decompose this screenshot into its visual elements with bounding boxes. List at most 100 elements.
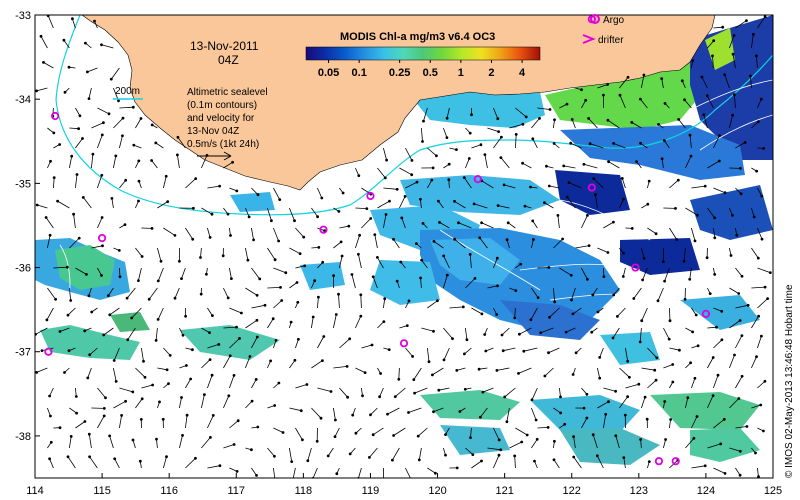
velocity-vector-head — [320, 196, 324, 200]
velocity-vector — [530, 307, 538, 320]
velocity-vector-head — [230, 277, 233, 280]
velocity-vector-head — [755, 169, 758, 173]
velocity-vector — [311, 207, 318, 217]
velocity-vector-head — [184, 314, 188, 318]
lon-tick-label: 118 — [295, 485, 313, 497]
velocity-vector — [619, 95, 626, 109]
velocity-vector — [669, 419, 671, 429]
velocity-vector-head — [108, 434, 111, 438]
velocity-vector — [207, 344, 219, 349]
velocity-vector-head — [713, 236, 717, 240]
lat-tick-label: -33 — [15, 10, 31, 22]
velocity-vector — [707, 40, 715, 49]
velocity-vector — [47, 15, 54, 29]
velocity-vector — [405, 147, 413, 161]
scale-arrow — [197, 151, 232, 161]
velocity-vector-head — [711, 54, 714, 58]
velocity-vector-head — [640, 319, 644, 323]
velocity-vector — [757, 227, 763, 240]
velocity-vector-head — [692, 436, 696, 440]
velocity-vector — [493, 455, 500, 469]
velocity-vector — [398, 367, 400, 380]
velocity-vector-head — [101, 244, 104, 248]
velocity-vector-head — [139, 117, 143, 120]
velocity-vector — [537, 267, 549, 269]
velocity-vector — [757, 467, 759, 477]
velocity-vector-head — [483, 153, 487, 157]
velocity-vector — [757, 298, 768, 309]
velocity-vector-head — [348, 452, 352, 456]
velocity-vector-head — [192, 206, 195, 210]
velocity-vector-head — [235, 189, 239, 193]
velocity-vector-head — [357, 174, 361, 178]
velocity-vector-head — [735, 233, 739, 237]
velocity-vector-head — [132, 143, 136, 147]
velocity-vector — [751, 356, 757, 369]
velocity-vector-head — [503, 395, 507, 399]
velocity-vector — [97, 175, 103, 189]
velocity-vector-head — [273, 404, 277, 407]
lon-tick-label: 123 — [630, 485, 648, 497]
velocity-vector-head — [121, 116, 125, 120]
velocity-vector-head — [62, 38, 66, 42]
velocity-vector-head — [675, 238, 679, 241]
colorbar — [305, 46, 541, 61]
velocity-vector — [223, 395, 230, 409]
velocity-vector-head — [763, 15, 767, 18]
velocity-vector-head — [660, 157, 664, 161]
velocity-vector — [75, 267, 87, 275]
velocity-vector-head — [591, 293, 595, 297]
velocity-vector-head — [48, 233, 52, 237]
drifter-legend-icon — [582, 34, 596, 44]
velocity-vector — [473, 203, 488, 209]
velocity-vector-head — [88, 353, 92, 357]
velocity-vector — [515, 107, 527, 118]
velocity-vector-head — [77, 127, 80, 131]
velocity-vector-head — [384, 213, 388, 216]
velocity-vector — [691, 227, 696, 242]
velocity-vector — [273, 227, 279, 242]
velocity-vector — [333, 366, 348, 369]
velocity-vector-head — [749, 74, 752, 78]
velocity-vector — [713, 418, 725, 429]
velocity-vector-head — [731, 213, 734, 217]
velocity-vector-head — [290, 460, 294, 463]
velocity-vector-head — [432, 410, 435, 414]
velocity-vector — [245, 400, 253, 409]
velocity-vector-head — [102, 333, 106, 337]
velocity-vector-head — [208, 236, 212, 239]
velocity-vector-head — [66, 313, 70, 317]
velocity-vector — [49, 458, 54, 469]
velocity-vector — [399, 167, 412, 176]
velocity-vector-head — [69, 299, 73, 302]
velocity-vector-head — [178, 259, 181, 263]
velocity-vector-head — [547, 266, 551, 269]
velocity-vector — [639, 327, 642, 342]
velocity-vector — [619, 77, 629, 89]
velocity-vector — [549, 307, 560, 318]
velocity-vector-head — [370, 343, 374, 347]
velocity-vector — [201, 359, 211, 369]
velocity-vector-head — [620, 177, 624, 180]
velocity-vector — [713, 375, 719, 389]
velocity-vector — [251, 267, 261, 280]
velocity-vector-head — [585, 392, 589, 396]
velocity-vector — [575, 245, 590, 249]
velocity-vector — [75, 387, 77, 397]
velocity-vector — [750, 75, 752, 89]
velocity-vector-head — [274, 480, 277, 483]
velocity-vector — [267, 447, 275, 457]
velocity-vector — [207, 375, 213, 389]
velocity-vector — [201, 327, 210, 333]
velocity-vector-head — [663, 279, 666, 283]
velocity-vector — [251, 227, 254, 240]
velocity-vector — [369, 447, 378, 458]
velocity-vector — [707, 395, 714, 409]
velocity-vector — [548, 347, 560, 354]
velocity-vector-head — [525, 433, 529, 437]
velocity-vector — [53, 177, 55, 189]
argo-float-marker — [399, 339, 409, 348]
velocity-vector-head — [277, 239, 280, 243]
velocity-vector-head — [269, 359, 272, 363]
velocity-vector — [148, 287, 158, 300]
